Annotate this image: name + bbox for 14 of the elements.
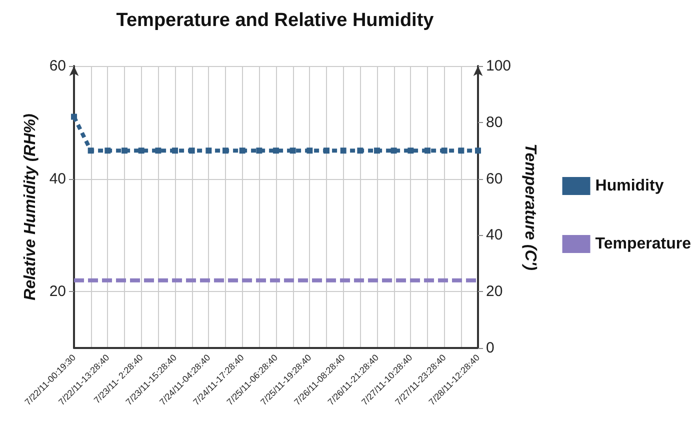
y-tick-label: 20 <box>49 283 66 300</box>
y2-tick-label: 80 <box>486 114 503 131</box>
y2-tick-label: 60 <box>486 170 503 188</box>
y2-tick-label: 20 <box>486 283 503 300</box>
legend-label: Humidity <box>595 178 664 194</box>
legend-label: Temperature <box>595 236 692 252</box>
y2-tick-label: 0 <box>486 340 494 356</box>
y-axis-title: Relative Humidity (RH%) <box>22 114 39 300</box>
y2-tick-label: 40 <box>486 226 503 244</box>
y-tick-label: 40 <box>49 170 66 188</box>
chart-title: Temperature and Relative Humidity <box>116 10 434 31</box>
y2-axis-title: Temperature (C') <box>521 144 538 270</box>
y2-tick-label: 100 <box>486 58 512 74</box>
y-tick-label: 60 <box>49 58 66 74</box>
